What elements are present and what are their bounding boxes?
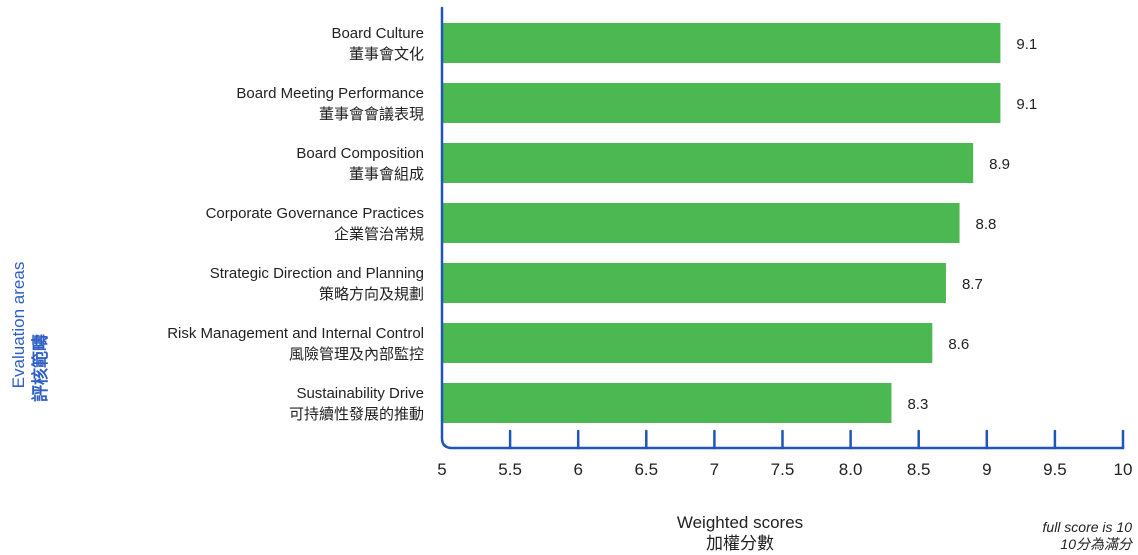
x-tick-label: 9.5	[1043, 460, 1067, 479]
x-tick-label: 6.5	[634, 460, 658, 479]
bar	[442, 83, 1001, 123]
bars	[442, 23, 1001, 423]
full-score-note-en: full score is 10	[1042, 519, 1132, 535]
category-label-en: Board Composition	[296, 145, 424, 162]
bar	[442, 23, 1001, 63]
value-label: 9.1	[1016, 36, 1037, 53]
value-labels: 9.1 9.1 8.9 8.8 8.7 8.6 8.3	[907, 36, 1037, 413]
value-label: 8.7	[962, 276, 983, 293]
category-label-zh: 策略方向及規劃	[319, 286, 424, 303]
x-tick-label: 6	[573, 460, 582, 479]
value-label: 8.6	[948, 336, 969, 353]
x-tick-label: 5.5	[498, 460, 522, 479]
category-label-zh: 董事會會議表現	[319, 105, 424, 123]
category-label-en: Board Meeting Performance	[236, 85, 424, 102]
y-axis-title: Evaluation areas 評核範疇	[9, 262, 50, 402]
category-label-en: Corporate Governance Practices	[206, 205, 424, 222]
bar	[442, 263, 946, 303]
axis-line	[440, 6, 1125, 450]
category-label-zh: 董事會組成	[349, 166, 424, 183]
x-tick-label: 9	[982, 460, 991, 479]
bar	[442, 383, 892, 423]
x-ticks: 5 5.5 6 6.5 7 7.5 8.0 8.5 9 9.5 10	[437, 429, 1133, 479]
category-label-en: Sustainability Drive	[296, 385, 424, 402]
x-tick-label: 10	[1114, 460, 1133, 479]
value-label: 8.3	[907, 396, 928, 413]
x-tick-label: 8.5	[907, 460, 931, 479]
x-axis-title-zh: 加權分數	[706, 534, 774, 553]
category-label-zh: 企業管治常規	[334, 225, 424, 243]
full-score-note: full score is 10 10分為滿分	[1043, 519, 1132, 553]
x-axis-title: Weighted scores 加權分數	[615, 512, 865, 554]
category-labels: Board Culture 董事會文化 Board Meeting Performa…	[167, 25, 424, 423]
category-label-zh: 可持續性發展的推動	[289, 406, 424, 423]
category-label-zh: 董事會文化	[349, 46, 424, 63]
x-tick-label: 8.0	[839, 460, 863, 479]
y-axis-title-en: Evaluation areas	[9, 262, 28, 389]
category-label-zh: 風險管理及內部監控	[289, 346, 424, 363]
full-score-note-zh: 10分為滿分	[1060, 536, 1132, 552]
value-label: 8.8	[976, 216, 997, 233]
x-axis-title-en: Weighted scores	[676, 513, 804, 532]
value-label: 8.9	[989, 156, 1010, 173]
category-label-en: Strategic Direction and Planning	[210, 265, 424, 282]
category-label-en: Risk Management and Internal Control	[167, 325, 424, 342]
axes	[440, 6, 1125, 450]
x-tick-label: 5	[437, 460, 446, 479]
category-label-en: Board Culture	[331, 25, 424, 42]
bar	[442, 143, 974, 183]
x-tick-label: 7.5	[771, 460, 795, 479]
y-axis-title-zh: 評核範疇	[30, 334, 50, 402]
bar	[442, 203, 960, 243]
bar	[442, 323, 933, 363]
value-label: 9.1	[1016, 96, 1037, 113]
x-tick-label: 7	[710, 460, 719, 479]
